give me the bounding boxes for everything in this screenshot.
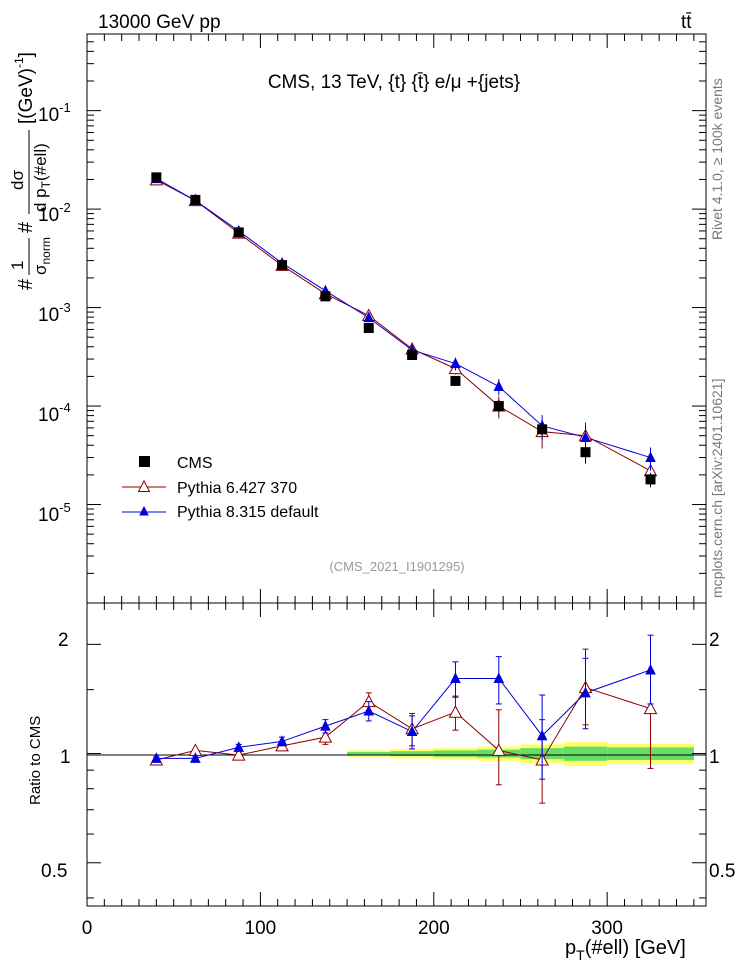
- data-point-pythia8: [363, 311, 375, 323]
- ratio-y-tick-label-right: 1: [709, 747, 720, 768]
- ratio-point-pythia8: [276, 735, 288, 746]
- ratio-point-pythia6: [491, 743, 506, 756]
- rivet-version-label: Rivet 4.1.0, ≥ 100k events: [709, 78, 725, 240]
- data-point-pythia8: [450, 357, 461, 369]
- axis-ticks: [86, 34, 706, 906]
- mcplots-label: mcplots.cern.ch [arXiv:2401.10621]: [709, 379, 725, 598]
- ratio-point-pythia8: [536, 729, 548, 741]
- main-plot-series: [149, 172, 658, 488]
- y-tick-label: 10-4: [38, 400, 71, 426]
- x-tick-label: 200: [418, 918, 450, 939]
- data-point-cms: [450, 375, 461, 386]
- ratio-point-pythia8: [406, 725, 418, 737]
- x-tick-label: 0: [82, 918, 93, 939]
- ratio-point-pythia8: [190, 752, 201, 763]
- energy-label: 13000 GeV pp: [98, 12, 221, 33]
- ratio-point-pythia8: [363, 704, 375, 716]
- band-inner-segment: [433, 750, 478, 757]
- y-tick-label: 10-1: [38, 100, 71, 126]
- svg-text:1: 1: [8, 261, 27, 270]
- data-point-cms: [363, 323, 374, 334]
- ratio-point-pythia6: [643, 701, 658, 715]
- data-point-pythia8: [580, 431, 591, 442]
- ratio-uncertainty-band: [347, 742, 694, 766]
- ratio-y-tick-label-right: 0.5: [709, 861, 735, 882]
- svg-text:d pT(#ell): d pT(#ell): [31, 143, 53, 212]
- y-tick-label: 10-2: [38, 200, 71, 226]
- svg-text:[(GeV)-1]: [(GeV)-1]: [12, 52, 37, 124]
- x-tick-label: 300: [591, 918, 623, 939]
- analysis-watermark: (CMS_2021_I1901295): [329, 559, 464, 574]
- data-point-pythia8: [645, 451, 656, 463]
- legend-label-pythia6: Pythia 6.427 370: [177, 480, 297, 497]
- ratio-line-pythia6: [156, 686, 651, 761]
- ratio-line-pythia8: [156, 669, 651, 759]
- ratio-point-pythia6: [318, 730, 333, 743]
- ratio-y-axis-label: Ratio to CMS: [27, 716, 44, 805]
- data-point-cms: [407, 349, 418, 360]
- ratio-y-tick-label-right: 2: [709, 630, 720, 651]
- ratio-y-tick-label: 1: [60, 747, 71, 768]
- process-label: tt̄: [681, 12, 692, 33]
- legend-label-cms: CMS: [177, 455, 213, 472]
- band-inner-segment: [347, 751, 391, 756]
- legend: CMS Pythia 6.427 370 Pythia 8.315 defaul…: [122, 455, 319, 521]
- ratio-point-pythia8: [320, 720, 331, 731]
- ratio-y-tick-label: 0.5: [41, 861, 67, 882]
- ratio-point-pythia8: [580, 686, 591, 698]
- ratio-point-pythia8: [493, 672, 505, 684]
- band-inner-segment: [390, 751, 434, 756]
- data-point-pythia8: [493, 380, 505, 391]
- y-tick-label: 10-5: [38, 500, 71, 526]
- legend-marker-pythia6: [137, 479, 151, 492]
- data-point-cms: [320, 291, 331, 302]
- svg-text:#: #: [15, 278, 37, 290]
- svg-text:dσ: dσ: [8, 170, 27, 190]
- series-line-pythia8: [156, 178, 651, 459]
- y-tick-label: 10-3: [38, 300, 71, 326]
- x-axis-label: pT(#ell) [GeV]: [565, 937, 686, 963]
- legend-label-pythia8: Pythia 8.315 default: [177, 504, 319, 521]
- data-point-cms: [190, 194, 201, 205]
- ratio-point-pythia8: [151, 752, 162, 763]
- ratio-plot-series: [149, 634, 658, 804]
- data-point-cms: [151, 172, 162, 183]
- data-point-cms: [537, 424, 548, 435]
- ratio-point-pythia8: [645, 663, 656, 675]
- data-point-cms: [493, 401, 504, 412]
- data-point-cms: [233, 227, 244, 238]
- x-tick-label: 100: [245, 918, 277, 939]
- ratio-point-pythia8: [233, 741, 245, 752]
- data-point-cms: [277, 260, 288, 271]
- plot-title: CMS, 13 TeV, {t} {t̄} e/μ +{jets}: [268, 72, 520, 93]
- svg-text:σnorm: σnorm: [31, 237, 53, 275]
- legend-marker-pythia8: [139, 505, 149, 516]
- ratio-point-pythia6: [231, 748, 246, 761]
- ratio-point-pythia8: [450, 672, 461, 684]
- data-point-cms: [580, 447, 591, 458]
- main-y-axis-label: # 1 σnorm # dσ d pT(#ell) [(GeV)-1]: [8, 52, 53, 290]
- ratio-point-pythia6: [448, 705, 463, 718]
- data-point-cms: [645, 474, 656, 485]
- series-line-pythia6: [156, 179, 651, 472]
- legend-marker-cms: [139, 456, 150, 467]
- band-inner-segment: [563, 746, 608, 761]
- svg-text:#: #: [15, 221, 37, 233]
- ratio-y-tick-label: 2: [58, 630, 69, 651]
